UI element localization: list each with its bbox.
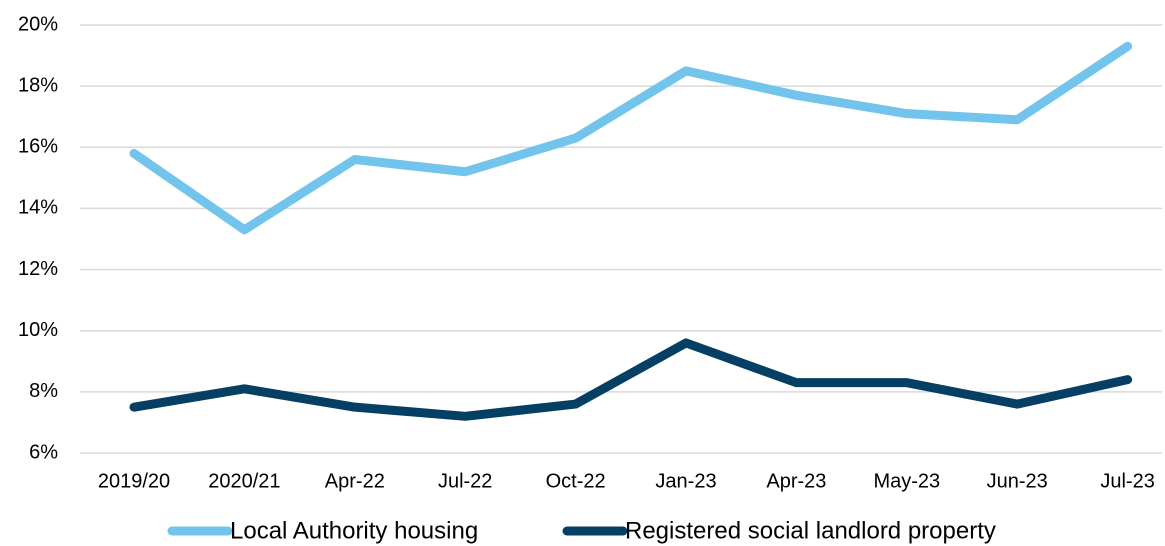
y-tick-label: 6% bbox=[29, 441, 58, 463]
y-tick-label: 10% bbox=[18, 319, 58, 341]
x-tick-label: Apr-22 bbox=[325, 470, 385, 492]
x-tick-label: 2019/20 bbox=[98, 470, 170, 492]
x-tick-label: Jan-23 bbox=[655, 470, 716, 492]
x-tick-label: Oct-22 bbox=[546, 470, 606, 492]
series-line bbox=[129, 41, 1133, 235]
x-tick-label: Jul-23 bbox=[1100, 470, 1154, 492]
y-tick-label: 18% bbox=[18, 74, 58, 96]
y-tick-label: 16% bbox=[18, 136, 58, 158]
legend-label: Local Authority housing bbox=[230, 517, 478, 544]
x-tick-label: May-23 bbox=[873, 470, 940, 492]
x-tick-label: Jul-22 bbox=[438, 470, 492, 492]
x-tick-label: Jun-23 bbox=[987, 470, 1048, 492]
x-tick-label: Apr-23 bbox=[766, 470, 826, 492]
y-tick-label: 8% bbox=[29, 380, 58, 402]
x-tick-label: 2020/21 bbox=[208, 470, 280, 492]
y-tick-label: 20% bbox=[18, 13, 58, 35]
series-line bbox=[129, 338, 1133, 421]
legend-label: Registered social landlord property bbox=[625, 517, 996, 544]
y-tick-label: 14% bbox=[18, 197, 58, 219]
y-tick-label: 12% bbox=[18, 258, 58, 280]
